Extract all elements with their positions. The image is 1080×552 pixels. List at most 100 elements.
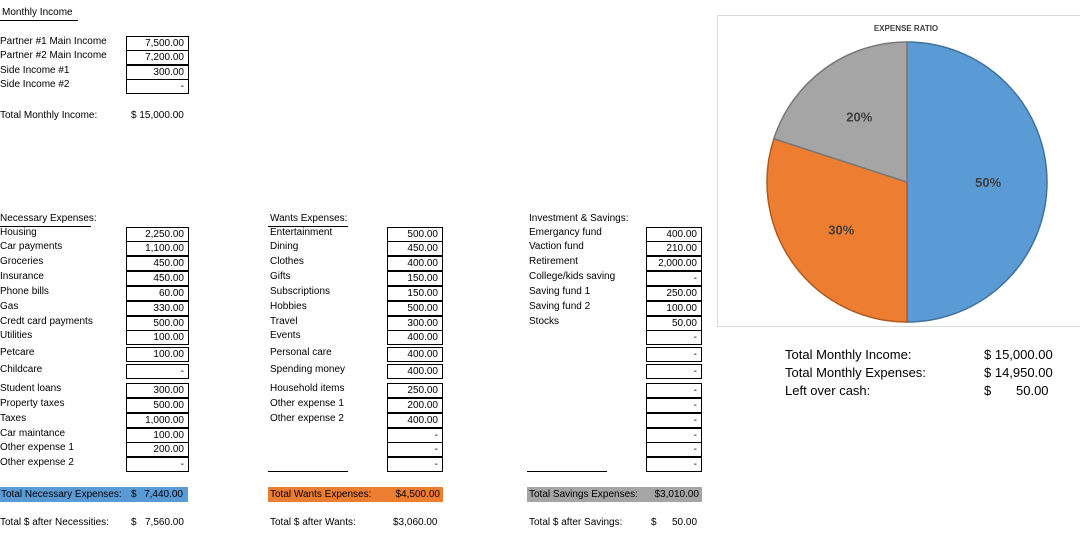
necessary-item-value: 100.00 bbox=[126, 347, 189, 362]
income-item-value: 300.00 bbox=[126, 65, 189, 80]
wants-item-value: 400.00 bbox=[387, 347, 443, 362]
income-item-value: - bbox=[126, 79, 189, 94]
necessary-item-value: 500.00 bbox=[126, 316, 189, 331]
wants-item-value: - bbox=[387, 457, 443, 472]
wants-item-label: Personal care bbox=[270, 347, 332, 358]
necessary-item-value: 300.00 bbox=[126, 383, 189, 398]
wants-after-label: Total $ after Wants: bbox=[270, 517, 356, 528]
necessary-item-value: 100.00 bbox=[126, 330, 189, 345]
necessary-item-value: 1,000.00 bbox=[126, 413, 189, 428]
wants-after-value: $3,060.00 bbox=[393, 517, 438, 528]
wants-item-value: - bbox=[387, 442, 443, 457]
necessary-total-currency: $ bbox=[131, 489, 137, 500]
wants-item-label: Entertainment bbox=[270, 227, 333, 238]
savings-item-label: Emergancy fund bbox=[529, 227, 602, 238]
wants-item-value: 150.00 bbox=[387, 271, 443, 286]
wants-title: Wants Expenses: bbox=[270, 213, 348, 224]
savings-item-label: College/kids saving bbox=[529, 271, 616, 282]
wants-item-label: Travel bbox=[270, 316, 298, 327]
necessary-item-value: - bbox=[126, 364, 189, 379]
necessary-item-label: Property taxes bbox=[0, 398, 65, 409]
wants-item-label: Subscriptions bbox=[270, 286, 331, 297]
wants-item-value: 500.00 bbox=[387, 301, 443, 316]
savings-item-value: 100.00 bbox=[646, 301, 702, 316]
necessary-after-label: Total $ after Necessities: bbox=[0, 517, 109, 528]
summary-left-label: Left over cash: bbox=[785, 383, 871, 398]
savings-after-currency: $ bbox=[651, 517, 657, 528]
wants-total-bar: Total Wants Expenses: $4,500.00 bbox=[268, 487, 443, 502]
necessary-total-bar: Total Necessary Expenses: $ 7,440.00 bbox=[0, 487, 188, 502]
savings-item-value: - bbox=[646, 330, 702, 345]
savings-item-label: Retirement bbox=[529, 256, 578, 267]
savings-item-value: - bbox=[646, 428, 702, 443]
necessary-title-underline bbox=[0, 226, 91, 227]
wants-blank-underline bbox=[268, 471, 348, 472]
savings-total-value: $3,010.00 bbox=[654, 489, 700, 500]
necessary-item-label: Car maintance bbox=[0, 428, 66, 439]
income-item-value: 7,200.00 bbox=[126, 50, 189, 65]
income-item-value: 7,500.00 bbox=[126, 36, 189, 51]
income-item-label: Side Income #1 bbox=[0, 65, 70, 76]
necessary-item-label: Student loans bbox=[0, 383, 62, 394]
expense-ratio-chart: EXPENSE RATIO 50% 30% 20% bbox=[717, 15, 1080, 327]
summary-expenses-label: Total Monthly Expenses: bbox=[785, 365, 926, 380]
wants-item-label: Spending money bbox=[270, 364, 346, 375]
savings-after-value: 50.00 bbox=[672, 517, 698, 528]
pie-label-wants: 30% bbox=[828, 223, 854, 238]
wants-item-value: 400.00 bbox=[387, 256, 443, 271]
necessary-item-label: Petcare bbox=[0, 347, 35, 358]
chart-title: EXPENSE RATIO bbox=[874, 24, 938, 33]
wants-item-label: Household items bbox=[270, 383, 345, 394]
wants-item-value: 200.00 bbox=[387, 398, 443, 413]
necessary-title: Necessary Expenses: bbox=[0, 213, 97, 224]
necessary-after-value: 7,560.00 bbox=[145, 517, 184, 528]
summary-left-value: 50.00 bbox=[1016, 383, 1049, 398]
income-item-label: Partner #1 Main Income bbox=[0, 36, 107, 47]
summary-income-value: $ 15,000.00 bbox=[984, 347, 1053, 362]
wants-item-value: 400.00 bbox=[387, 330, 443, 345]
savings-item-label: Stocks bbox=[529, 316, 560, 327]
savings-item-value: - bbox=[646, 347, 702, 362]
necessary-item-label: Groceries bbox=[0, 256, 44, 267]
pie-slice-wants bbox=[766, 137, 908, 323]
necessary-item-label: Car payments bbox=[0, 241, 63, 252]
wants-item-value: 150.00 bbox=[387, 286, 443, 301]
savings-total-label: Total Savings Expenses: bbox=[529, 489, 638, 500]
income-title: Monthly Income bbox=[2, 7, 73, 18]
necessary-item-value: 60.00 bbox=[126, 286, 189, 301]
savings-item-label: Saving fund 2 bbox=[529, 301, 591, 312]
necessary-item-value: - bbox=[126, 457, 189, 472]
necessary-item-value: 450.00 bbox=[126, 271, 189, 286]
wants-total-label: Total Wants Expenses: bbox=[270, 489, 372, 500]
necessary-item-label: Taxes bbox=[0, 413, 27, 424]
savings-after-label: Total $ after Savings: bbox=[529, 517, 623, 528]
wants-item-label: Events bbox=[270, 330, 301, 341]
necessary-item-label: Insurance bbox=[0, 271, 44, 282]
savings-item-value: - bbox=[646, 383, 702, 398]
savings-item-value: 2,000.00 bbox=[646, 256, 702, 271]
pie-label-necessary: 50% bbox=[975, 175, 1001, 190]
savings-item-value: 400.00 bbox=[646, 227, 702, 242]
wants-total-value: $4,500.00 bbox=[395, 489, 441, 500]
savings-item-value: - bbox=[646, 442, 702, 457]
wants-item-value: 500.00 bbox=[387, 227, 443, 242]
savings-item-label: Vaction fund bbox=[529, 241, 584, 252]
wants-item-value: 400.00 bbox=[387, 413, 443, 428]
necessary-item-label: Other expense 2 bbox=[0, 457, 74, 468]
savings-blank-underline bbox=[527, 471, 607, 472]
wants-item-value: - bbox=[387, 428, 443, 443]
wants-item-label: Hobbies bbox=[270, 301, 307, 312]
necessary-total-label: Total Necessary Expenses: bbox=[1, 489, 122, 500]
savings-item-value: - bbox=[646, 364, 702, 379]
income-item-label: Partner #2 Main Income bbox=[0, 50, 107, 61]
necessary-item-value: 500.00 bbox=[126, 398, 189, 413]
necessary-item-label: Credt card payments bbox=[0, 316, 93, 327]
necessary-item-value: 450.00 bbox=[126, 256, 189, 271]
necessary-item-value: 100.00 bbox=[126, 428, 189, 443]
necessary-item-label: Other expense 1 bbox=[0, 442, 74, 453]
savings-item-value: - bbox=[646, 457, 702, 472]
income-title-underline bbox=[0, 20, 78, 21]
necessary-item-value: 1,100.00 bbox=[126, 241, 189, 256]
necessary-item-label: Utilities bbox=[0, 330, 33, 341]
wants-item-label: Other expense 1 bbox=[270, 398, 344, 409]
